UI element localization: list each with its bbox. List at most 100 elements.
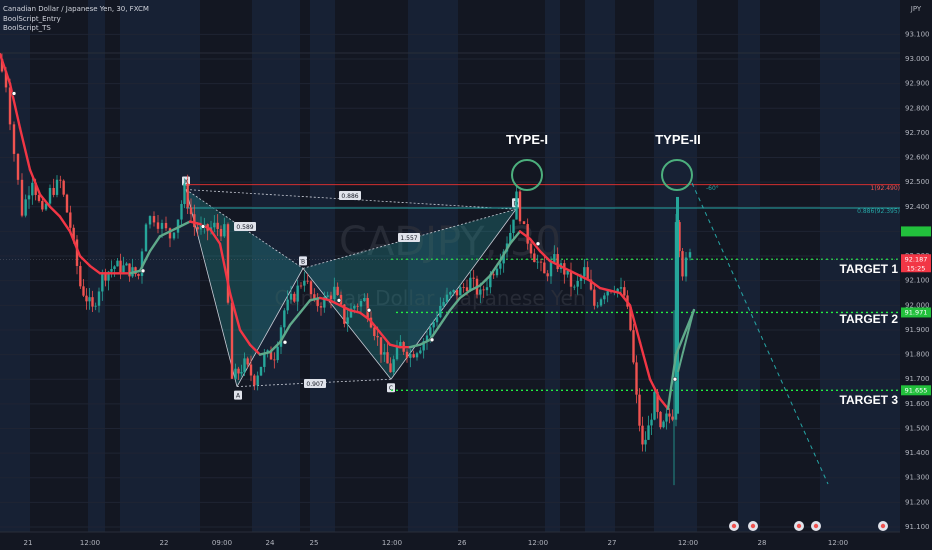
price-axis[interactable]: 93.100 93.000 92.900 92.800 92.700 92.600 92.5… bbox=[900, 0, 932, 550]
projection-up bbox=[677, 308, 695, 373]
candle-body bbox=[69, 212, 72, 228]
candle-body bbox=[24, 199, 27, 216]
candle-body bbox=[156, 222, 160, 229]
candle-body bbox=[596, 305, 599, 307]
candle-body bbox=[253, 375, 256, 386]
candle-body bbox=[629, 306, 632, 331]
candle-body bbox=[88, 297, 91, 302]
candle-body bbox=[452, 290, 455, 293]
candle-body bbox=[489, 274, 492, 288]
candle-body bbox=[104, 272, 107, 281]
time-tick: 24 bbox=[266, 539, 275, 547]
time-axis[interactable]: 21 12:00 22 09:00 24 25 12:00 26 12:00 27 12:00 28 1… bbox=[0, 531, 900, 547]
ema-segment bbox=[538, 249, 552, 263]
candle-body bbox=[376, 336, 379, 338]
candle-body bbox=[48, 187, 52, 204]
candle-body bbox=[219, 228, 223, 237]
signal-dot bbox=[535, 241, 541, 246]
ema-segment bbox=[248, 343, 262, 356]
target3-badge-bg bbox=[901, 385, 931, 396]
type2-circle bbox=[661, 159, 693, 191]
candle-body bbox=[373, 327, 376, 337]
candle-body bbox=[273, 359, 276, 361]
price-tick: 91.900 bbox=[905, 326, 930, 334]
candle-body bbox=[329, 295, 333, 300]
candle-body bbox=[515, 191, 518, 220]
candle-body bbox=[688, 252, 692, 258]
candle-body bbox=[442, 302, 445, 306]
candle-body bbox=[160, 222, 164, 229]
candle-body bbox=[213, 222, 216, 228]
candle-body bbox=[16, 153, 20, 180]
candle-body bbox=[462, 287, 465, 289]
candle-body bbox=[140, 251, 144, 276]
candle-body bbox=[176, 219, 180, 233]
candle-body bbox=[249, 364, 253, 376]
candle-body bbox=[193, 214, 196, 228]
price-tick: 91.800 bbox=[905, 351, 930, 359]
candle-body bbox=[65, 194, 69, 213]
candle-body bbox=[243, 358, 246, 373]
candle-body bbox=[276, 346, 279, 361]
candle-body bbox=[526, 224, 529, 244]
candle-body bbox=[518, 191, 522, 222]
price-tick: 92.700 bbox=[905, 129, 930, 137]
candle-body bbox=[455, 290, 459, 296]
candle-body bbox=[269, 350, 273, 360]
candle-body bbox=[75, 239, 79, 266]
current-price-badge-bg bbox=[901, 254, 931, 273]
price-tick: 93.000 bbox=[905, 55, 930, 63]
candle-body bbox=[183, 183, 186, 204]
ema-segment bbox=[138, 249, 152, 273]
candle-body bbox=[299, 285, 303, 287]
candle-body bbox=[678, 222, 681, 252]
candle-body bbox=[144, 224, 148, 252]
ema-segment bbox=[368, 318, 382, 334]
ema-segment bbox=[188, 220, 202, 226]
session-band bbox=[310, 0, 335, 532]
candle-body bbox=[656, 391, 659, 412]
indicator-entry[interactable]: BoolScript_Entry bbox=[3, 15, 61, 23]
session-band bbox=[252, 0, 300, 532]
candle-body bbox=[435, 317, 439, 323]
ema-segment bbox=[128, 269, 142, 275]
candle-body bbox=[128, 263, 131, 277]
ema-segment bbox=[428, 323, 442, 341]
target2-badge-bg bbox=[901, 307, 931, 318]
ema-segment bbox=[338, 304, 352, 312]
candle-body bbox=[449, 292, 452, 295]
grid-lines bbox=[0, 33, 900, 528]
candle-body bbox=[439, 305, 442, 318]
candle-body bbox=[459, 287, 462, 296]
candle-body bbox=[415, 353, 419, 358]
ema-segment bbox=[208, 227, 222, 245]
candle-body bbox=[409, 354, 412, 358]
price-tick: 91.500 bbox=[905, 424, 930, 432]
ema-segment bbox=[468, 284, 482, 292]
ema-segment bbox=[408, 343, 422, 349]
ratio-bd bbox=[302, 208, 517, 269]
candle-body bbox=[37, 194, 41, 201]
ema-segment bbox=[498, 242, 512, 263]
candle-body bbox=[44, 203, 48, 210]
ema-segment bbox=[38, 193, 52, 208]
time-tick: 12:00 bbox=[528, 539, 548, 547]
candle-body bbox=[41, 200, 44, 210]
candle-body bbox=[234, 368, 237, 379]
ema-segment bbox=[0, 52, 12, 85]
price-tick: 91.200 bbox=[905, 498, 930, 506]
ema-segment bbox=[488, 259, 502, 277]
event-markers[interactable] bbox=[729, 521, 888, 531]
countdown: 15:25 bbox=[907, 264, 926, 272]
session-band bbox=[820, 0, 900, 532]
candle-body bbox=[499, 263, 502, 269]
signal-dot bbox=[336, 298, 342, 303]
indicator-ts[interactable]: BoolScript_TS bbox=[3, 24, 51, 32]
candle-body bbox=[306, 280, 309, 282]
candle-body bbox=[356, 305, 359, 307]
candle-body bbox=[223, 224, 226, 237]
ratio-label: 0.589 bbox=[236, 224, 253, 231]
ratio-label: 0.907 bbox=[306, 381, 323, 388]
signal-dot bbox=[282, 340, 288, 345]
